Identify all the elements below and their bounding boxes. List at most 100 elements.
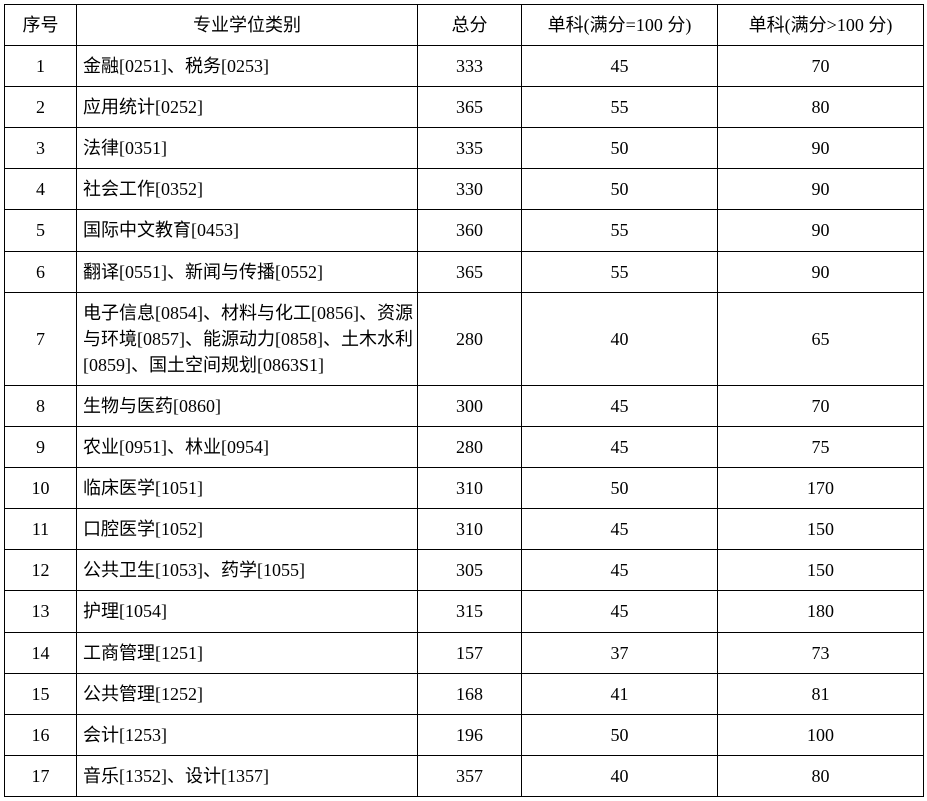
- cell-subject-eq100: 45: [522, 385, 718, 426]
- cell-idx: 11: [5, 509, 77, 550]
- score-table: 序号 专业学位类别 总分 单科(满分=100 分) 单科(满分>100 分) 1…: [4, 4, 924, 797]
- cell-subject-eq100: 50: [522, 714, 718, 755]
- cell-total: 280: [418, 292, 522, 385]
- cell-category: 应用统计[0252]: [77, 87, 418, 128]
- table-row: 9 农业[0951]、林业[0954] 280 45 75: [5, 427, 924, 468]
- cell-total: 300: [418, 385, 522, 426]
- cell-subject-gt100: 100: [718, 714, 924, 755]
- table-row: 8 生物与医药[0860] 300 45 70: [5, 385, 924, 426]
- table-row: 12 公共卫生[1053]、药学[1055] 305 45 150: [5, 550, 924, 591]
- col-header-category: 专业学位类别: [77, 5, 418, 46]
- cell-subject-eq100: 40: [522, 755, 718, 796]
- cell-subject-eq100: 40: [522, 292, 718, 385]
- cell-total: 365: [418, 87, 522, 128]
- cell-subject-gt100: 73: [718, 632, 924, 673]
- table-row: 14 工商管理[1251] 157 37 73: [5, 632, 924, 673]
- cell-idx: 6: [5, 251, 77, 292]
- cell-subject-eq100: 45: [522, 550, 718, 591]
- cell-category: 国际中文教育[0453]: [77, 210, 418, 251]
- cell-total: 310: [418, 509, 522, 550]
- cell-idx: 3: [5, 128, 77, 169]
- table-row: 3 法律[0351] 335 50 90: [5, 128, 924, 169]
- cell-idx: 9: [5, 427, 77, 468]
- cell-subject-gt100: 170: [718, 468, 924, 509]
- cell-category: 社会工作[0352]: [77, 169, 418, 210]
- cell-category: 法律[0351]: [77, 128, 418, 169]
- cell-idx: 13: [5, 591, 77, 632]
- table-row: 11 口腔医学[1052] 310 45 150: [5, 509, 924, 550]
- table-row: 17 音乐[1352]、设计[1357] 357 40 80: [5, 755, 924, 796]
- cell-idx: 7: [5, 292, 77, 385]
- cell-subject-gt100: 70: [718, 46, 924, 87]
- col-header-idx: 序号: [5, 5, 77, 46]
- cell-total: 305: [418, 550, 522, 591]
- cell-total: 310: [418, 468, 522, 509]
- cell-category: 农业[0951]、林业[0954]: [77, 427, 418, 468]
- cell-subject-gt100: 90: [718, 210, 924, 251]
- cell-subject-gt100: 90: [718, 169, 924, 210]
- cell-category: 公共卫生[1053]、药学[1055]: [77, 550, 418, 591]
- cell-total: 157: [418, 632, 522, 673]
- cell-total: 315: [418, 591, 522, 632]
- cell-total: 335: [418, 128, 522, 169]
- cell-idx: 1: [5, 46, 77, 87]
- cell-total: 168: [418, 673, 522, 714]
- cell-subject-gt100: 70: [718, 385, 924, 426]
- cell-subject-gt100: 80: [718, 755, 924, 796]
- cell-total: 333: [418, 46, 522, 87]
- cell-subject-eq100: 45: [522, 509, 718, 550]
- cell-subject-eq100: 45: [522, 46, 718, 87]
- cell-subject-eq100: 55: [522, 251, 718, 292]
- cell-total: 360: [418, 210, 522, 251]
- cell-category: 公共管理[1252]: [77, 673, 418, 714]
- cell-idx: 15: [5, 673, 77, 714]
- cell-idx: 12: [5, 550, 77, 591]
- col-header-subject-gt100: 单科(满分>100 分): [718, 5, 924, 46]
- table-body: 1 金融[0251]、税务[0253] 333 45 70 2 应用统计[025…: [5, 46, 924, 797]
- cell-category: 音乐[1352]、设计[1357]: [77, 755, 418, 796]
- cell-subject-eq100: 37: [522, 632, 718, 673]
- table-row: 4 社会工作[0352] 330 50 90: [5, 169, 924, 210]
- table-row: 10 临床医学[1051] 310 50 170: [5, 468, 924, 509]
- col-header-total: 总分: [418, 5, 522, 46]
- cell-subject-gt100: 90: [718, 251, 924, 292]
- cell-total: 330: [418, 169, 522, 210]
- cell-subject-gt100: 150: [718, 509, 924, 550]
- cell-subject-eq100: 45: [522, 591, 718, 632]
- cell-subject-eq100: 50: [522, 468, 718, 509]
- cell-subject-eq100: 41: [522, 673, 718, 714]
- cell-idx: 10: [5, 468, 77, 509]
- cell-idx: 16: [5, 714, 77, 755]
- cell-subject-gt100: 90: [718, 128, 924, 169]
- cell-category: 口腔医学[1052]: [77, 509, 418, 550]
- cell-subject-gt100: 180: [718, 591, 924, 632]
- cell-category: 电子信息[0854]、材料与化工[0856]、资源与环境[0857]、能源动力[…: [77, 292, 418, 385]
- cell-subject-eq100: 55: [522, 210, 718, 251]
- cell-total: 357: [418, 755, 522, 796]
- cell-idx: 4: [5, 169, 77, 210]
- cell-idx: 8: [5, 385, 77, 426]
- cell-idx: 2: [5, 87, 77, 128]
- table-row: 5 国际中文教育[0453] 360 55 90: [5, 210, 924, 251]
- cell-subject-gt100: 80: [718, 87, 924, 128]
- cell-idx: 5: [5, 210, 77, 251]
- cell-subject-eq100: 50: [522, 169, 718, 210]
- cell-category: 临床医学[1051]: [77, 468, 418, 509]
- table-row: 16 会计[1253] 196 50 100: [5, 714, 924, 755]
- table-row: 15 公共管理[1252] 168 41 81: [5, 673, 924, 714]
- cell-category: 生物与医药[0860]: [77, 385, 418, 426]
- cell-total: 196: [418, 714, 522, 755]
- table-row: 6 翻译[0551]、新闻与传播[0552] 365 55 90: [5, 251, 924, 292]
- cell-category: 会计[1253]: [77, 714, 418, 755]
- cell-subject-gt100: 150: [718, 550, 924, 591]
- cell-category: 工商管理[1251]: [77, 632, 418, 673]
- table-row: 7 电子信息[0854]、材料与化工[0856]、资源与环境[0857]、能源动…: [5, 292, 924, 385]
- cell-idx: 17: [5, 755, 77, 796]
- table-row: 13 护理[1054] 315 45 180: [5, 591, 924, 632]
- table-row: 2 应用统计[0252] 365 55 80: [5, 87, 924, 128]
- cell-subject-eq100: 50: [522, 128, 718, 169]
- cell-subject-eq100: 45: [522, 427, 718, 468]
- cell-idx: 14: [5, 632, 77, 673]
- col-header-subject-eq100: 单科(满分=100 分): [522, 5, 718, 46]
- cell-subject-gt100: 81: [718, 673, 924, 714]
